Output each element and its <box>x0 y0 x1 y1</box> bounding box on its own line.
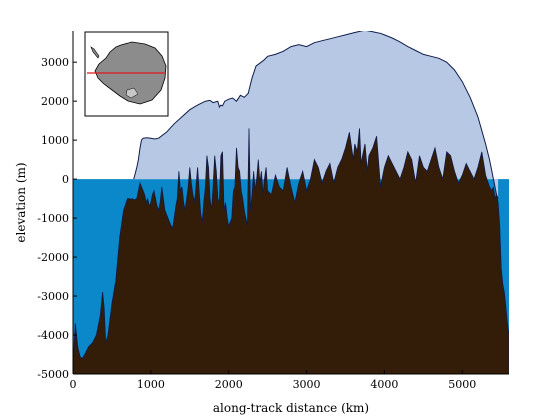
y-tick-label--2000: -2000 <box>37 251 69 264</box>
x-tick-label-0: 0 <box>70 378 77 391</box>
y-tick-label--1000: -1000 <box>37 212 69 225</box>
y-tick-label--3000: -3000 <box>37 290 69 303</box>
plot-content <box>73 31 509 374</box>
x-tick-label-3000: 3000 <box>293 378 321 391</box>
y-tick-label-0: 0 <box>62 173 69 186</box>
x-axis-label: along-track distance (km) <box>213 401 369 415</box>
axes: 0 1000 2000 3000 4000 5000 3000 2000 1000 0 -1000 -… <box>37 31 509 391</box>
ice-surface-line <box>133 31 499 199</box>
y-tick-label-2000: 2000 <box>41 95 69 108</box>
x-tick-label-4000: 4000 <box>370 378 398 391</box>
x-tick-label-1000: 1000 <box>137 378 165 391</box>
x-tick-label-5000: 5000 <box>448 378 476 391</box>
y-tick-label--4000: -4000 <box>37 329 69 342</box>
y-axis-label: elevation (m) <box>14 162 28 242</box>
antarctica-inset-map <box>84 31 169 117</box>
ice-shelf-shape <box>125 87 139 99</box>
y-tick-label--5000: -5000 <box>37 368 69 381</box>
bedrock-area <box>73 128 509 374</box>
y-tick-label-1000: 1000 <box>41 134 69 147</box>
antarctic-peninsula <box>90 46 100 59</box>
plot-area <box>73 31 509 374</box>
y-tick-label-3000: 3000 <box>41 56 69 69</box>
x-tick-label-2000: 2000 <box>215 378 243 391</box>
